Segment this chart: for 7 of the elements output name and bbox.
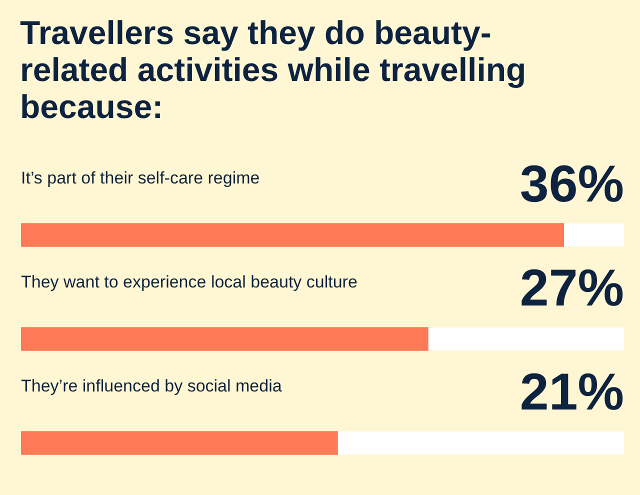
chart-title: Travellers say they do beauty-related activities while travelling because: [20,14,528,125]
data-label: 27% [520,260,624,318]
data-label: 21% [520,364,624,422]
y-tick-label: They’re influenced by social media [21,376,282,396]
y-tick-label: They want to experience local beauty culture [21,272,358,292]
y-tick-label: It’s part of their self-care regime [21,168,260,188]
data-label: 36% [520,156,624,214]
